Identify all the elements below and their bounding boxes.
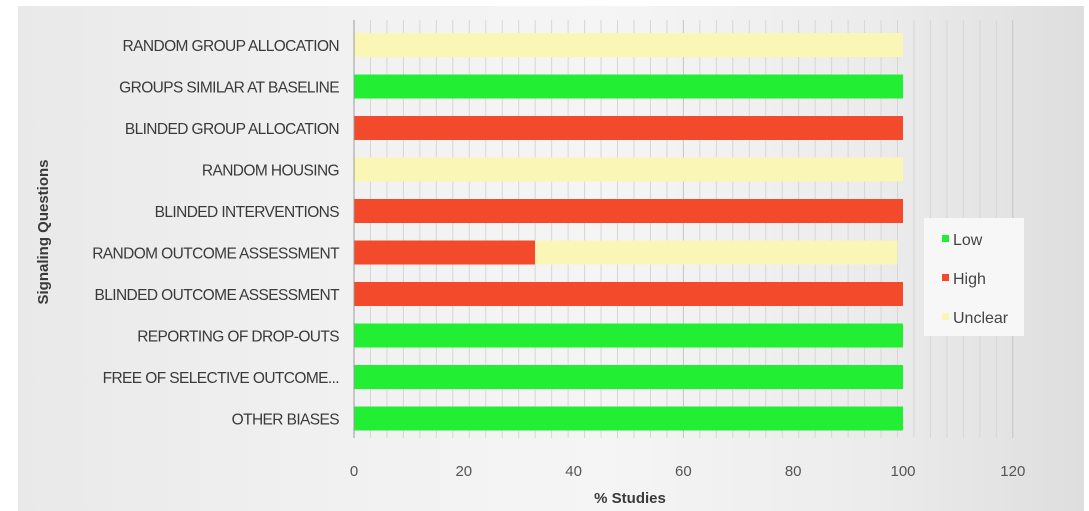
category-label: BLINDED GROUP ALLOCATION (125, 121, 339, 138)
category-label: RANDOM HOUSING (202, 163, 339, 180)
x-axis-title: % Studies (594, 490, 666, 507)
legend-label: High (953, 271, 986, 288)
bar-high (354, 199, 903, 223)
y-axis-title: Signaling Questions (35, 159, 52, 304)
legend: Low High Unclear (924, 218, 1024, 336)
category-label: GROUPS SIMILAR AT BASELINE (119, 80, 339, 97)
category-label: FREE OF SELECTIVE OUTCOME... (103, 370, 339, 387)
category-label: OTHER BIASES (232, 412, 340, 429)
bar-low (354, 323, 903, 348)
category-label: BLINDED INTERVENTIONS (155, 204, 340, 221)
bar-low (354, 365, 903, 389)
legend-swatch-low (942, 235, 949, 242)
legend-swatch-unclear (942, 313, 949, 320)
category-label: RANDOM OUTCOME ASSESSMENT (92, 246, 340, 263)
bar-unclear (354, 33, 903, 57)
legend-label: Unclear (953, 310, 1009, 327)
x-tick-label: 20 (455, 463, 472, 480)
legend-swatch-high (942, 274, 949, 281)
bar-high (354, 282, 903, 306)
category-labels: RANDOM GROUP ALLOCATION GROUPS SIMILAR AT… (92, 38, 341, 429)
legend-label: Low (953, 232, 983, 249)
x-tick-labels: 0 20 40 60 80 100 120 (350, 463, 1025, 480)
x-tick-label: 40 (565, 463, 582, 480)
bar-unclear (535, 240, 898, 265)
category-label: BLINDED OUTCOME ASSESSMENT (94, 287, 340, 304)
x-tick-label: 80 (785, 463, 802, 480)
legend-box (924, 218, 1024, 336)
x-tick-label: 100 (890, 463, 915, 480)
x-tick-label: 120 (1000, 463, 1025, 480)
bar-high (354, 240, 536, 265)
bar-low (354, 74, 903, 99)
category-label: RANDOM GROUP ALLOCATION (123, 38, 339, 55)
bar-low (354, 406, 903, 431)
category-label: REPORTING OF DROP-OUTS (137, 329, 339, 346)
x-tick-label: 60 (675, 463, 692, 480)
x-tick-label: 0 (350, 463, 358, 480)
bars (354, 33, 903, 431)
bar-unclear (354, 157, 903, 182)
bar-high (354, 116, 903, 140)
